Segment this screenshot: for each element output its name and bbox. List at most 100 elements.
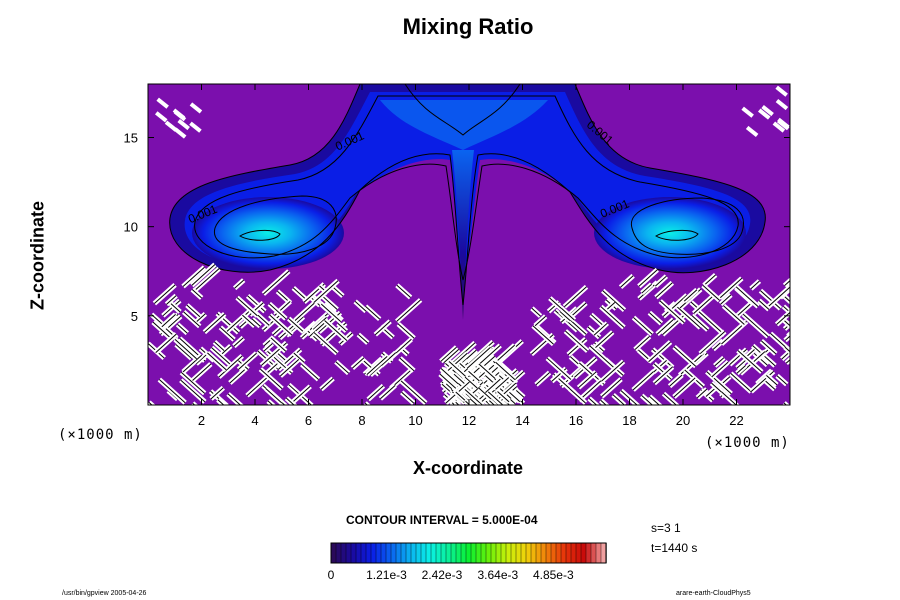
ground-speckle-edge <box>293 352 305 363</box>
ground-speckle-edge <box>673 346 697 367</box>
ground-speckle-edge <box>497 391 510 403</box>
colorbar-cell <box>350 542 357 564</box>
colorbar <box>330 542 607 564</box>
ground-speckle <box>164 120 178 132</box>
colorbar-cell <box>545 542 552 564</box>
ground-speckle-edge <box>332 286 344 297</box>
core-right <box>655 229 699 241</box>
ground-speckle-edge <box>487 391 504 405</box>
ground-speckle-edge <box>702 284 720 301</box>
ground-speckle-edge <box>673 377 696 398</box>
colorbar-cell <box>410 542 417 564</box>
ground-speckle-edge <box>210 387 224 400</box>
s-label: s=3 1 <box>651 521 681 535</box>
ground-speckle-edge <box>226 309 252 332</box>
ground-speckle-edge <box>653 363 672 380</box>
ground-speckle-edge <box>218 355 243 378</box>
colorbar-cell <box>440 542 447 564</box>
colorbar-cell <box>500 542 507 564</box>
ground-speckle-edge <box>736 365 746 374</box>
ground-speckle <box>477 402 482 405</box>
colorbar-cell <box>400 542 407 564</box>
ground-speckle-edge <box>154 284 176 304</box>
colorbar-cell <box>510 542 517 564</box>
ground-speckle-edge <box>662 294 688 317</box>
ground-speckle <box>224 402 230 405</box>
colorbar-cell <box>565 542 572 564</box>
colorbar-cell <box>370 542 377 564</box>
colorbar-cell <box>375 542 382 564</box>
colorbar-cell <box>405 542 412 564</box>
ground-speckle-edge <box>534 315 547 327</box>
ground-speckle-edge <box>290 385 311 405</box>
ground-speckle <box>189 102 203 114</box>
ground-speckle-edge <box>263 270 290 295</box>
colorbar-cell <box>490 542 497 564</box>
colorbar-tick-label: 1.21e-3 <box>366 568 407 582</box>
ground-speckle-edge <box>233 337 244 347</box>
chart-title: Mixing Ratio <box>402 14 534 39</box>
ground-speckle-edge <box>444 352 468 374</box>
ground-speckle-edge <box>729 348 747 365</box>
ground-speckle-edge <box>238 352 257 370</box>
ground-speckle-edge <box>440 368 459 385</box>
contour-line-2 <box>194 95 739 281</box>
colorbar-cell <box>575 542 582 564</box>
ground-speckle-edge <box>214 341 225 351</box>
colorbar-cell <box>485 542 492 564</box>
ground-speckle-edge <box>155 333 177 354</box>
colorbar-frame <box>330 542 607 564</box>
colorbar-cell <box>515 542 522 564</box>
ground-speckle <box>745 125 759 138</box>
ground-pattern <box>148 85 790 405</box>
y-tick-label: 5 <box>131 309 138 324</box>
ground-speckle-edge <box>478 387 499 405</box>
ground-speckle-edge <box>161 314 176 328</box>
ground-speckle-edge <box>337 323 347 332</box>
ground-speckle-edge <box>699 331 726 355</box>
x-tick-label: 6 <box>305 413 312 428</box>
ground-speckle-edge <box>396 299 421 322</box>
ground-speckle-edge <box>750 280 760 290</box>
ground-speckle-edge <box>760 290 781 310</box>
ground-speckle-edge <box>784 346 790 353</box>
colorbar-cell <box>420 542 427 564</box>
contour-interval: CONTOUR INTERVAL = 5.000E-04 <box>346 513 538 527</box>
ground-speckle-edge <box>401 391 415 404</box>
contour-line-3 <box>214 195 337 255</box>
ground-speckle <box>363 401 371 405</box>
ground-speckle-edge <box>693 293 716 314</box>
colorbar-cell <box>425 542 432 564</box>
ground-speckle-edge <box>192 363 212 381</box>
colorbar-cell <box>470 542 477 564</box>
ground-speckle-edge <box>766 375 778 386</box>
top-inner <box>404 84 521 136</box>
ground-speckle-edge <box>600 360 624 383</box>
ground-speckle-edge <box>742 313 769 338</box>
ground-speckle-edge <box>158 379 186 404</box>
colorbar-cell <box>520 542 527 564</box>
ground-speckle-edge <box>320 378 334 390</box>
ground-speckle-edge <box>784 335 790 341</box>
ground-speckle-edge <box>175 344 192 359</box>
ground-speckle <box>786 330 790 339</box>
ground-speckle-edge <box>169 301 181 313</box>
ground-speckle <box>772 121 786 133</box>
colorbar-ticks: 0 1.21e-3 2.42e-3 3.64e-3 4.85e-3 <box>328 568 574 582</box>
colorbar-cell <box>445 542 452 564</box>
x-tick-label: 18 <box>622 413 636 428</box>
colorbar-cell <box>555 542 562 564</box>
ground-speckle-edge <box>220 345 232 356</box>
ground-speckle-edge <box>479 344 501 364</box>
colorbar-cell <box>415 542 422 564</box>
ground-speckle-edge <box>606 301 616 311</box>
ground-speckle-edge <box>549 297 562 309</box>
ground-speckle-edge <box>669 374 683 387</box>
ground-speckle-edge <box>260 368 283 390</box>
ground-speckle-edge <box>251 318 261 327</box>
ground-speckle <box>775 98 789 111</box>
ground-speckle-edge <box>711 361 729 378</box>
ground-speckle-edge <box>656 319 674 335</box>
ground-speckle-edge <box>723 305 745 325</box>
ground-speckle-edge <box>268 303 287 320</box>
